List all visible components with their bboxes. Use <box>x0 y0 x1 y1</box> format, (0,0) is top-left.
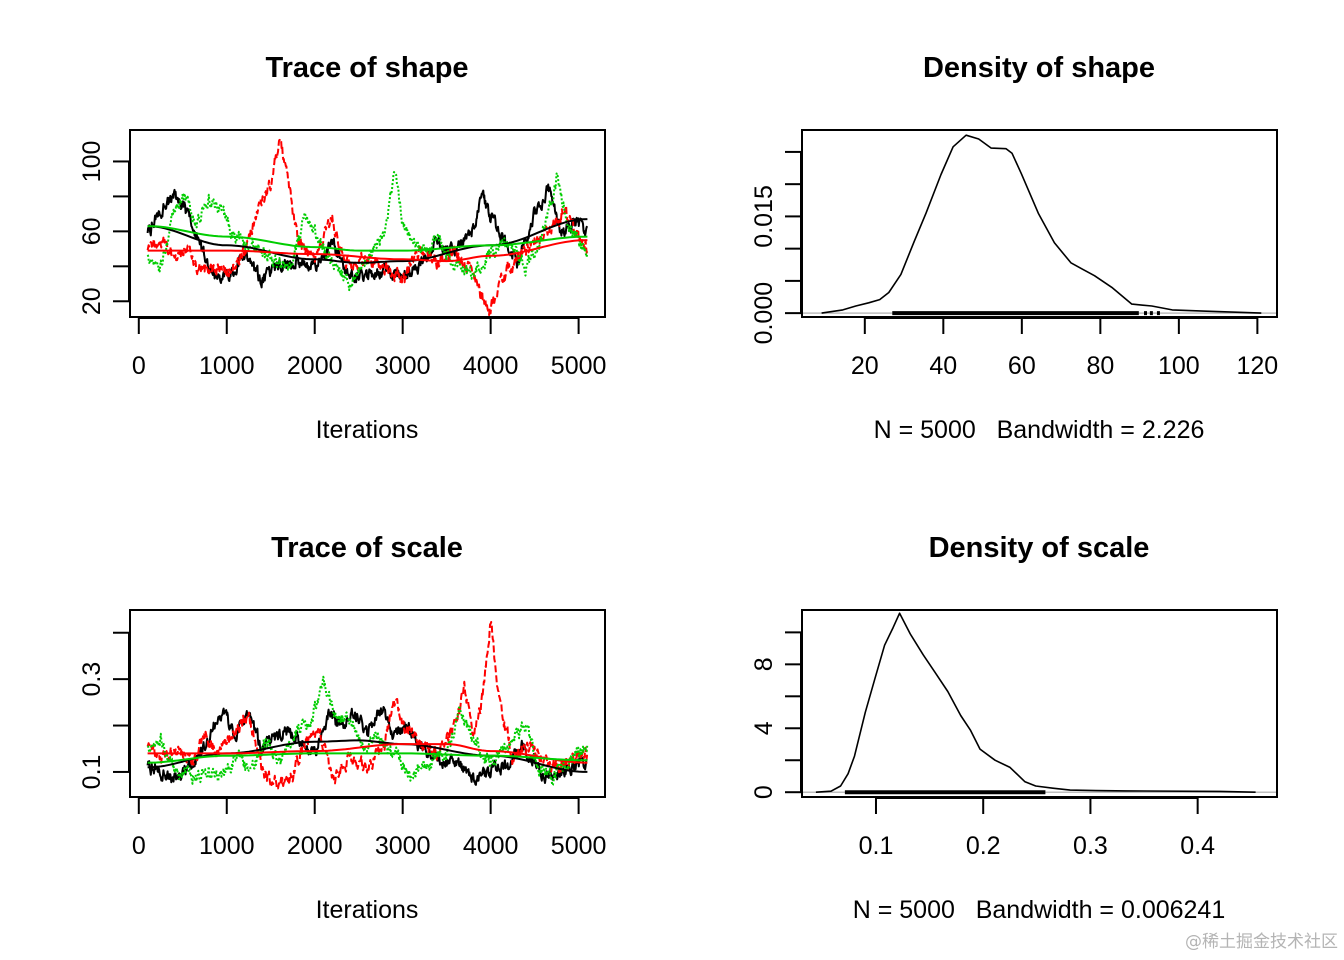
x-tick-label: 100 <box>1158 352 1200 380</box>
series-chain-3 <box>147 675 589 787</box>
series-chain-2-smooth <box>147 743 588 764</box>
panel-trace-scale: Trace of scale Iterations 0 1000 2000 3000 4… <box>78 532 606 924</box>
panel-title: Density of scale <box>929 532 1150 564</box>
plot-area: 0 1000 2000 3000 4000 5000 20 60 100 <box>78 129 607 380</box>
series-density <box>815 612 1256 793</box>
y-tick-label: 0 <box>750 785 778 799</box>
plot-marks <box>802 612 1277 795</box>
x-axis: 0 1000 2000 3000 4000 5000 <box>132 797 607 860</box>
x-tick-label: 5000 <box>551 352 607 380</box>
plot-area: 0.1 0.2 0.3 0.4 0 4 8 <box>750 609 1278 860</box>
y-axis: 0 4 8 <box>750 631 802 799</box>
x-tick-label: 3000 <box>375 832 431 860</box>
x-axis: 20 40 60 80 100 120 <box>851 317 1279 380</box>
plot-frame <box>801 129 1278 318</box>
x-tick-label: 20 <box>851 352 879 380</box>
plot-area: 0 1000 2000 3000 4000 5000 0.1 0.3 <box>78 609 607 860</box>
plot-area: 20 40 60 80 100 120 0.000 0.015 <box>750 129 1279 380</box>
y-tick-label: 4 <box>750 721 778 735</box>
y-tick-label: 20 <box>78 287 106 315</box>
x-axis-label: Iterations <box>316 896 419 924</box>
plot-marks <box>802 134 1277 316</box>
series-chain-1-smooth <box>147 218 588 264</box>
x-tick-label: 0.2 <box>966 832 1001 860</box>
x-tick-label: 2000 <box>287 352 343 380</box>
series-chain-3-smooth <box>147 752 588 764</box>
x-tick-label: 0 <box>132 832 146 860</box>
x-axis-label: N = 5000 Bandwidth = 2.226 <box>874 416 1205 444</box>
y-tick-label: 0.015 <box>750 185 778 248</box>
y-tick-label: 8 <box>750 657 778 671</box>
series-chain-3-smooth <box>147 225 588 252</box>
panel-title: Trace of scale <box>271 532 463 564</box>
watermark: @稀土掘金技术社区 <box>1185 932 1338 952</box>
plot-frame <box>801 609 1278 798</box>
x-axis: 0 1000 2000 3000 4000 5000 <box>132 317 607 380</box>
plot-frame <box>129 129 606 318</box>
x-tick-label: 3000 <box>375 352 431 380</box>
x-axis-label: N = 5000 Bandwidth = 0.006241 <box>853 896 1226 924</box>
x-tick-label: 4000 <box>463 832 519 860</box>
x-tick-label: 4000 <box>463 352 519 380</box>
panel-trace-shape: Trace of shape Iterations 0 1000 2000 3000 4… <box>78 52 606 444</box>
y-tick-label: 0.000 <box>750 282 778 345</box>
x-tick-label: 5000 <box>551 832 607 860</box>
series-chain-3 <box>146 171 589 292</box>
y-tick-label: 0.1 <box>78 755 106 790</box>
x-tick-label: 80 <box>1086 352 1114 380</box>
x-tick-label: 2000 <box>287 832 343 860</box>
series-chain-2 <box>146 621 589 790</box>
series-density <box>821 134 1262 314</box>
y-axis: 20 60 100 <box>78 141 130 315</box>
x-tick-label: 0.1 <box>859 832 894 860</box>
y-axis: 0.1 0.3 <box>78 631 130 790</box>
plot-marks <box>146 621 589 790</box>
series-chain-2-smooth <box>147 239 588 263</box>
plot-marks <box>146 138 589 316</box>
series-chain-2 <box>146 138 589 316</box>
x-tick-label: 60 <box>1008 352 1036 380</box>
x-tick-label: 0 <box>132 352 146 380</box>
x-tick-label: 1000 <box>199 832 255 860</box>
y-tick-label: 0.3 <box>78 662 106 697</box>
x-tick-label: 0.3 <box>1073 832 1108 860</box>
x-tick-label: 0.4 <box>1180 832 1215 860</box>
x-axis-label: Iterations <box>316 416 419 444</box>
panel-title: Density of shape <box>923 52 1155 84</box>
panel-density-scale: Density of scale N = 5000 Bandwidth = 0.… <box>750 532 1278 924</box>
x-tick-label: 40 <box>929 352 957 380</box>
panel-density-shape: Density of shape N = 5000 Bandwidth = 2.… <box>750 52 1278 444</box>
x-tick-label: 120 <box>1237 352 1279 380</box>
x-tick-label: 1000 <box>199 352 255 380</box>
y-axis: 0.000 0.015 <box>750 150 802 345</box>
y-tick-label: 60 <box>78 217 106 245</box>
y-tick-label: 100 <box>78 141 106 183</box>
x-axis: 0.1 0.2 0.3 0.4 <box>859 797 1215 860</box>
panel-title: Trace of shape <box>265 52 468 84</box>
